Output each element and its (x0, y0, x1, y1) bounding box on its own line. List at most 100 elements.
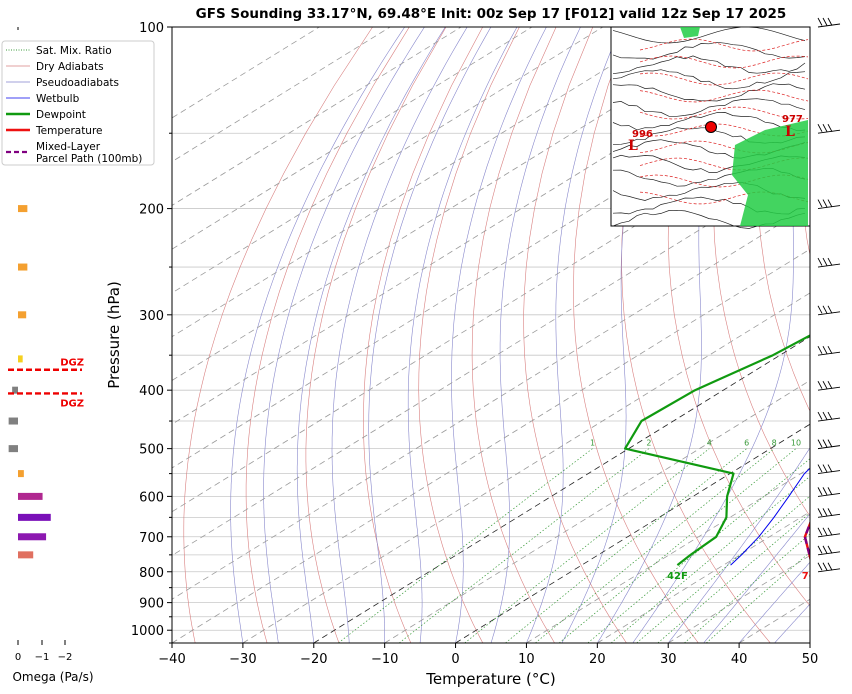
wind-barb-staff (817, 470, 841, 475)
inset-low-marker-left: L (628, 138, 638, 154)
x-tick-label: 10 (518, 652, 535, 667)
y-axis-label: Pressure (hPa) (105, 281, 123, 389)
wind-barb-flag (822, 345, 828, 354)
omega-bar (12, 386, 18, 394)
wind-barb-flag (817, 305, 823, 314)
wind-barb-staff (817, 351, 841, 356)
series-wetbulb (730, 467, 810, 566)
x-tick-label: 30 (660, 652, 677, 667)
isotherm-line (242, 292, 810, 643)
wind-barb-flag (827, 508, 833, 517)
wind-barb-flag (822, 305, 828, 314)
omega-bar (18, 470, 24, 478)
legend-label-line2: Parcel Path (100mb) (36, 153, 142, 165)
inset-isobar (612, 98, 806, 117)
inset-isobar (612, 55, 806, 75)
inset-low-pressure-value-left: 996 (632, 129, 653, 140)
dry-adiabat-line (471, 27, 557, 643)
omega-tick-label: −1 (35, 652, 50, 663)
inset-low-marker-right: L (785, 124, 795, 140)
axes: −40 −30 −20 −10 0 10 20 30 40 50 100 200 300 400 500 60… (131, 21, 818, 667)
surface-dewpoint-label: 42F (667, 571, 688, 582)
series-mixed-layer-parcel-path-100mb (803, 520, 810, 562)
x-tick-label: 0 (451, 652, 459, 667)
isotherm-line (455, 423, 810, 643)
pseudoadiabat-line (331, 27, 468, 643)
legend-label: Mixed-Layer (36, 141, 101, 153)
mixing-ratio-label: 10 (791, 439, 801, 448)
dry-adiabat-line (363, 27, 483, 643)
y-tick-label: 700 (139, 531, 164, 546)
y-tick-label: 800 (139, 566, 164, 581)
omega-tick-label: 0 (15, 652, 21, 663)
dry-adiabat-line (245, 27, 410, 643)
omega-bar (8, 417, 18, 425)
wind-barb-flag (822, 380, 828, 389)
wind-barb-staff (817, 205, 841, 210)
wind-barb-staff (817, 533, 841, 538)
omega-bar (18, 205, 28, 213)
inset-isobar (612, 41, 806, 60)
dry-adiabat-line (573, 27, 699, 643)
wind-barb-staff (817, 129, 841, 134)
wind-barb-flag (822, 439, 828, 448)
inset-isobar (612, 69, 806, 90)
y-tick-label: 1000 (131, 624, 164, 639)
pseudoadiabat-line (738, 561, 810, 643)
legend: Sat. Mix. Ratio Dry Adiabats Pseudoadiabat… (1, 40, 155, 166)
omega-bar (18, 551, 34, 559)
omega-bar (18, 492, 43, 500)
wind-barb-staff (817, 492, 841, 497)
mixing-ratio-line (684, 533, 810, 643)
wind-barb (817, 562, 841, 573)
wind-barb (817, 439, 841, 450)
wind-barb-flag (827, 464, 833, 473)
isobar-gridlines (172, 27, 810, 643)
pseudoadiabat-line (526, 27, 622, 643)
wind-barb-flag (817, 199, 823, 208)
wind-barb (817, 487, 841, 497)
x-tick-label: −40 (158, 652, 185, 667)
pseudoadiabat-line (667, 447, 810, 643)
series-dewpoint (624, 334, 810, 566)
wind-barb-flag (827, 439, 833, 448)
x-tick-label: 40 (731, 652, 748, 667)
chart-title: GFS Sounding 33.17°N, 69.48°E Init: 00z … (196, 6, 787, 22)
isotherm-line (597, 511, 810, 643)
pseudoadiabat-line (296, 27, 446, 643)
isotherm-line (313, 336, 810, 643)
y-tick-label: 200 (139, 203, 164, 218)
wind-barb-staff (817, 551, 841, 556)
omega-bar (18, 533, 47, 541)
isotherm-line (172, 161, 810, 556)
inset-low-pressure-value-right: 977 (782, 114, 803, 125)
wind-barb-flag (817, 17, 823, 26)
wind-barb-flag (827, 199, 833, 208)
wind-barb-staff (817, 263, 841, 268)
pseudoadiabat-line (263, 27, 425, 643)
wind-barb-flag (817, 508, 823, 517)
dry-adiabat-line (756, 27, 810, 412)
wind-barb-staff (817, 445, 841, 450)
inset-precip-area-north (680, 27, 700, 38)
wind-barb-flag (827, 345, 833, 354)
inset-isobar (612, 83, 806, 102)
pseudoadiabat-line (407, 27, 518, 643)
mixing-ratio-line (535, 448, 775, 643)
legend-label: Dry Adiabats (36, 61, 104, 73)
mixing-ratio-line (398, 448, 650, 643)
mixing-ratio-line (505, 448, 747, 643)
wind-barb-flag (822, 17, 828, 26)
isotherms (172, 27, 810, 643)
wind-barb-flag (817, 345, 823, 354)
omega-bar (18, 263, 28, 271)
inset-thickness-line (639, 38, 809, 52)
y-tick-label: 300 (139, 309, 164, 324)
dry-adiabat-line (523, 27, 627, 643)
wind-barb-flag (822, 411, 828, 420)
omega-tick-label: −2 (58, 652, 73, 663)
y-tick-label: 900 (139, 597, 164, 612)
wind-barb-flag (827, 562, 833, 571)
wind-barb-flag (822, 199, 828, 208)
